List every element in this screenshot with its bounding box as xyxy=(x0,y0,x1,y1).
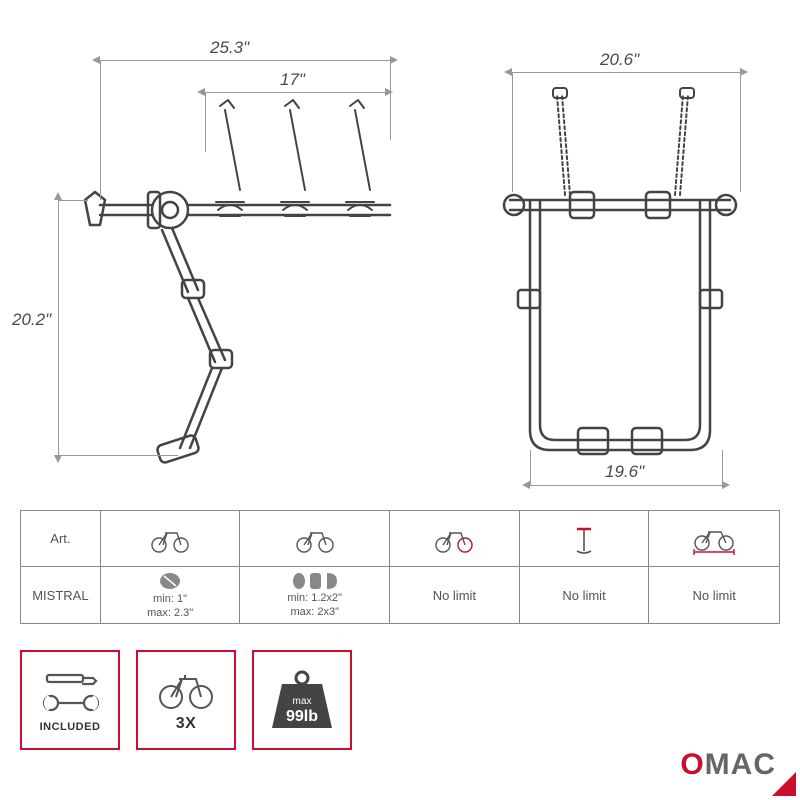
th-art: Art. xyxy=(21,511,101,566)
dim-front-bottom: 19.6" xyxy=(605,462,644,482)
weight-icon: max 99lb xyxy=(267,668,337,732)
td-tube: min: 1" max: 2.3" xyxy=(101,567,241,623)
td-frame: min: 1.2x2" max: 2x3" xyxy=(240,567,390,623)
td-nolimit-2: No limit xyxy=(520,567,650,623)
dim-side-height: 20.2" xyxy=(12,310,51,330)
svg-text:99lb: 99lb xyxy=(286,708,318,725)
tools-icon xyxy=(39,667,101,717)
corner-triangle xyxy=(772,772,796,796)
th-length-icon xyxy=(649,511,779,566)
th-frame-icon xyxy=(240,511,390,566)
box-bikes: 3X xyxy=(136,650,236,750)
td-nolimit-1: No limit xyxy=(390,567,520,623)
dim-side-width: 25.3" xyxy=(210,38,249,58)
th-tube-icon xyxy=(101,511,241,566)
box-included: INCLUDED xyxy=(20,650,120,750)
box-weight: max 99lb xyxy=(252,650,352,750)
spec-table: Art. MISTRAL min: 1" max: 2.3" min: 1.2x… xyxy=(20,510,780,624)
td-model: MISTRAL xyxy=(21,567,101,623)
technical-diagram: 25.3" 17" 20.2" xyxy=(0,0,800,500)
svg-text:max: max xyxy=(293,696,312,707)
bike-icon xyxy=(155,667,217,711)
th-seat-icon xyxy=(520,511,650,566)
dim-front-top: 20.6" xyxy=(600,50,639,70)
dim-top-arm: 17" xyxy=(280,70,305,90)
brand-logo: OMAC xyxy=(680,748,776,782)
icon-boxes: INCLUDED 3X max 99lb xyxy=(20,650,352,750)
th-wheel-icon xyxy=(390,511,520,566)
td-nolimit-3: No limit xyxy=(649,567,779,623)
